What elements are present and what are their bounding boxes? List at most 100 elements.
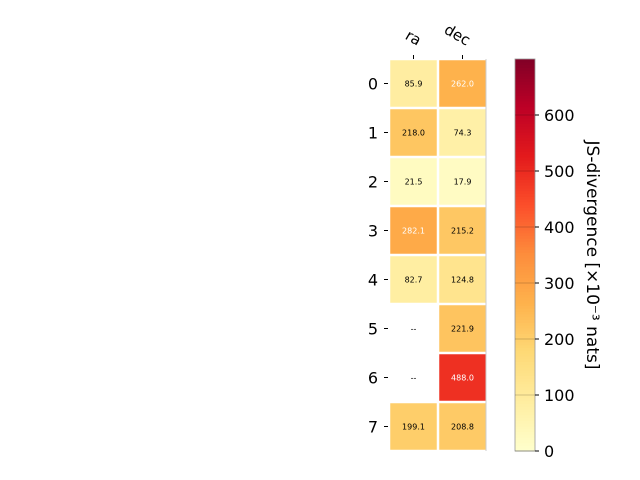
colorbar-segment [515,106,535,110]
cell-label-r6-c1: 488.0 [451,374,474,383]
row-label-1: 1 [368,124,378,143]
colorbar-segment [515,171,535,175]
colorbar-segment [515,400,535,404]
heatmap-cell-r7-c1 [439,403,486,450]
cell-label-r7-c0: 199.1 [402,423,425,432]
colorbar-segment [515,64,535,68]
colorbar-segment [515,364,535,368]
row-label-7: 7 [368,418,378,437]
colorbar-segment [515,73,535,77]
colorbar-segment [515,145,535,150]
colorbar-segment [515,75,535,80]
cell-label-r4-c0: 82.7 [405,276,423,285]
heatmap-cell-r2-c0 [390,158,437,205]
cell-label-r0-c0: 85.9 [405,80,423,89]
colorbar-segment [515,260,535,264]
colorbar-segment [515,137,535,141]
colorbar-tick-label-200: 200 [544,330,575,349]
colorbar-segment [515,280,535,284]
colorbar-segment [515,59,535,63]
cell-label-r3-c0: 282.1 [402,227,425,236]
colorbar-segment [515,246,535,250]
colorbar-tick-label-400: 400 [544,218,575,237]
colorbar-segment [515,344,535,348]
colorbar-segment [515,151,535,155]
heatmap-cell-r4-c0 [390,256,437,303]
colorbar-segment [515,249,535,253]
colorbar-segment [515,375,535,379]
colorbar-segment [515,179,535,183]
heatmap-cell-r3-c1 [439,207,486,254]
colorbar-segment [515,355,535,360]
heatmap-cell-r5-c0 [390,305,437,352]
heatmap-cell-r0-c0 [390,60,437,107]
colorbar-segment [515,411,535,416]
colorbar-segment [515,218,535,222]
colorbar-segment [515,215,535,220]
heatmap-cell-r3-c0 [390,207,437,254]
colorbar-segment [515,129,535,133]
colorbar-segment [515,302,535,306]
colorbar-segment [515,232,535,236]
colorbar-segment [515,361,535,365]
colorbar-segment [515,299,535,304]
colorbar-segment [515,162,535,166]
colorbar-tick-label-300: 300 [544,274,575,293]
colorbar-segment [515,442,535,446]
colorbar-segment [515,350,535,354]
colorbar-segment [515,305,535,309]
cell-label-r7-c1: 208.8 [451,423,474,432]
colorbar-segment [515,271,535,276]
colorbar-segment [515,176,535,180]
colorbar-segment [515,255,535,259]
colorbar-segment [515,243,535,248]
colorbar-segment [515,297,535,301]
cell-label-r2-c1: 17.9 [454,178,472,187]
heatmap-cell-r6-c1 [439,354,486,401]
colorbar-segment [515,61,535,66]
colorbar-segment [515,409,535,413]
colorbar-segment [515,341,535,346]
row-label-3: 3 [368,222,378,241]
colorbar-segment [515,406,535,410]
colorbar-segment [515,159,535,164]
colorbar-segment [515,414,535,418]
colorbar-segment [515,207,535,211]
cell-label-r5-c0: -- [411,325,417,334]
colorbar-segment [515,386,535,390]
colorbar-segment [515,313,535,318]
colorbar-segment [515,448,535,452]
colorbar-segment [515,358,535,362]
colorbar-segment [515,238,535,242]
colorbar-segment [515,428,535,432]
row-axis: 0 1 2 3 4 5 6 7 [368,75,388,437]
colorbar-segment [515,347,535,351]
colorbar-segment [515,67,535,71]
colorbar-segment [515,389,535,393]
colorbar-segment [515,277,535,281]
colorbar-segment [515,241,535,245]
colorbar-segment [515,333,535,337]
colorbar-segment [515,187,535,192]
colorbar-segment [515,336,535,340]
colorbar-segment [515,420,535,424]
colorbar-segment [515,78,535,82]
colorbar-segment [515,193,535,197]
colorbar-segment [515,353,535,357]
colorbar-segment [515,383,535,388]
colorbar-segment [515,87,535,91]
colorbar-segment [515,168,535,172]
heatmap-cells [390,59,487,451]
cell-label-r6-c0: -- [411,374,417,383]
colorbar-segment [515,308,535,312]
colorbar-segment [515,263,535,267]
colorbar-segment [515,283,535,287]
colorbar-segment [515,173,535,178]
colorbar-segment [515,285,535,290]
colorbar-segment [515,288,535,292]
column-label-ra: ra [402,26,424,49]
colorbar-segment [515,294,535,298]
colorbar-segment [515,131,535,136]
colorbar-segment [515,316,535,320]
colorbar-segment [515,115,535,119]
